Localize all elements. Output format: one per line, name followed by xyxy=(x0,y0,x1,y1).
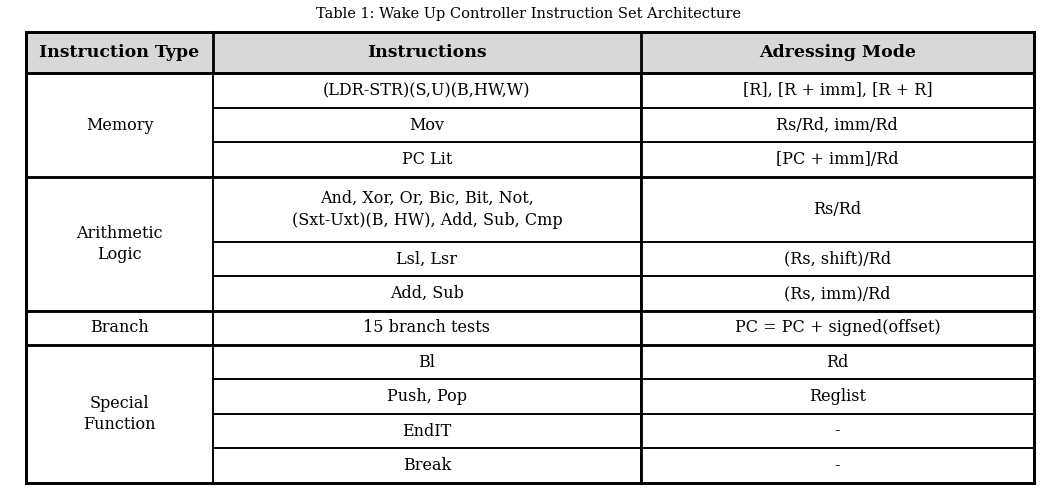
Bar xyxy=(26,177,212,311)
Text: Memory: Memory xyxy=(86,117,153,134)
Bar xyxy=(641,74,1034,108)
Text: Rs/Rd: Rs/Rd xyxy=(813,201,861,218)
Text: Instructions: Instructions xyxy=(367,44,486,61)
Bar xyxy=(212,311,641,345)
Bar xyxy=(212,177,641,242)
Bar xyxy=(212,379,641,414)
Bar xyxy=(212,108,641,142)
Text: Arithmetic
Logic: Arithmetic Logic xyxy=(76,225,163,263)
Text: (Rs, shift)/Rd: (Rs, shift)/Rd xyxy=(783,250,891,268)
Bar xyxy=(26,345,212,483)
Text: Branch: Branch xyxy=(90,319,149,336)
Bar xyxy=(641,276,1034,311)
Text: Special
Function: Special Function xyxy=(84,395,155,433)
Text: Instruction Type: Instruction Type xyxy=(39,44,200,61)
Text: Rs/Rd, imm/Rd: Rs/Rd, imm/Rd xyxy=(777,117,898,134)
Bar xyxy=(641,345,1034,379)
Bar xyxy=(26,32,1034,74)
Bar xyxy=(212,142,641,177)
Bar xyxy=(26,74,212,177)
Bar xyxy=(212,345,641,379)
Text: Adressing Mode: Adressing Mode xyxy=(759,44,915,61)
Bar xyxy=(26,311,212,345)
Text: -: - xyxy=(835,422,840,440)
Text: Push, Pop: Push, Pop xyxy=(387,388,467,405)
Bar xyxy=(641,108,1034,142)
Bar xyxy=(641,311,1034,345)
Bar xyxy=(641,379,1034,414)
Text: (Rs, imm)/Rd: (Rs, imm)/Rd xyxy=(784,285,891,302)
Text: -: - xyxy=(835,457,840,474)
Text: And, Xor, Or, Bic, Bit, Not,
(Sxt-Uxt)(B, HW), Add, Sub, Cmp: And, Xor, Or, Bic, Bit, Not, (Sxt-Uxt)(B… xyxy=(292,190,562,228)
Bar xyxy=(212,276,641,311)
Text: EndIT: EndIT xyxy=(403,422,451,440)
Bar xyxy=(212,414,641,448)
Text: Add, Sub: Add, Sub xyxy=(390,285,464,302)
Text: PC Lit: PC Lit xyxy=(402,151,452,168)
Text: Reglist: Reglist xyxy=(809,388,866,405)
Bar xyxy=(641,242,1034,276)
Text: [PC + imm]/Rd: [PC + imm]/Rd xyxy=(776,151,898,168)
Text: Mov: Mov xyxy=(409,117,444,134)
Text: (LDR-STR)(S,U)(B,HW,W): (LDR-STR)(S,U)(B,HW,W) xyxy=(323,82,531,99)
Text: [R], [R + imm], [R + R]: [R], [R + imm], [R + R] xyxy=(742,82,932,99)
Bar xyxy=(641,177,1034,242)
Text: Lsl, Lsr: Lsl, Lsr xyxy=(396,250,458,268)
Text: Rd: Rd xyxy=(827,354,849,371)
Bar xyxy=(641,448,1034,483)
Text: Table 1: Wake Up Controller Instruction Set Architecture: Table 1: Wake Up Controller Instruction … xyxy=(316,7,741,22)
Bar xyxy=(641,414,1034,448)
Bar xyxy=(212,74,641,108)
Text: Bl: Bl xyxy=(419,354,435,371)
Text: 15 branch tests: 15 branch tests xyxy=(364,319,490,336)
Bar xyxy=(212,448,641,483)
Text: PC = PC + signed(offset): PC = PC + signed(offset) xyxy=(735,319,940,336)
Bar xyxy=(212,242,641,276)
Text: Break: Break xyxy=(403,457,451,474)
Bar xyxy=(641,142,1034,177)
